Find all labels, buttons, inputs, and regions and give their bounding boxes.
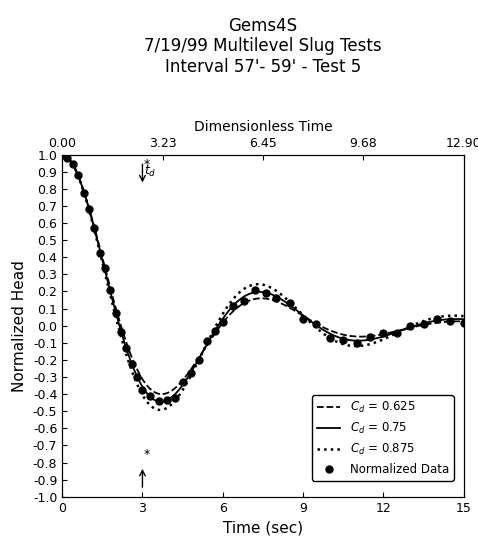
Y-axis label: Normalized Head: Normalized Head — [12, 260, 27, 391]
X-axis label: Time (sec): Time (sec) — [223, 520, 303, 535]
Text: *: * — [144, 158, 150, 171]
Text: Gems4S
7/19/99 Multilevel Slug Tests
Interval 57'- 59' - Test 5: Gems4S 7/19/99 Multilevel Slug Tests Int… — [144, 17, 382, 76]
X-axis label: Dimensionless Time: Dimensionless Time — [194, 120, 332, 134]
Text: $t_d$: $t_d$ — [144, 164, 156, 179]
Legend: $C_d$ = 0.625, $C_d$ = 0.75, $C_d$ = 0.875, Normalized Data: $C_d$ = 0.625, $C_d$ = 0.75, $C_d$ = 0.8… — [312, 395, 454, 481]
Text: *: * — [144, 448, 150, 461]
